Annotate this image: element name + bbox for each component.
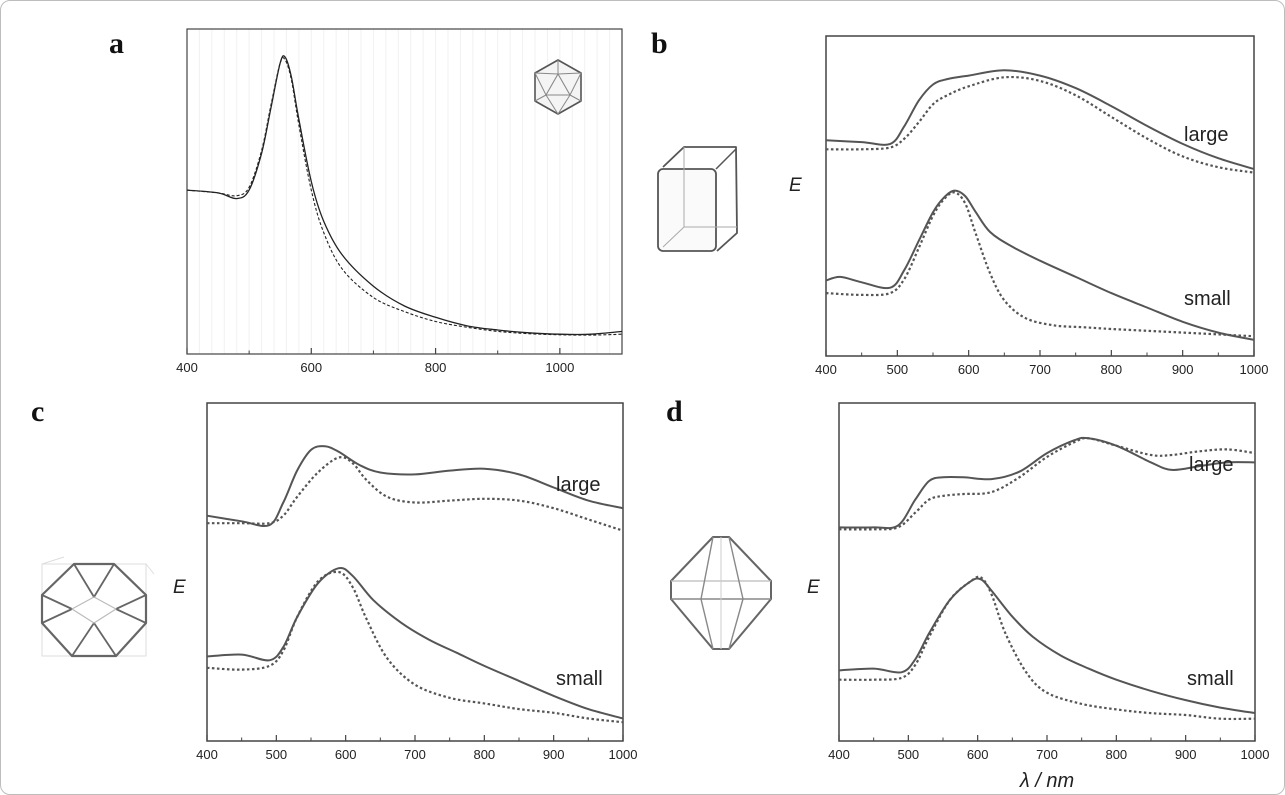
panel-b-xtick-label: 1000 xyxy=(1240,362,1269,377)
panel-letter-a: a xyxy=(109,27,124,60)
panel-c-xtick-label: 800 xyxy=(473,747,495,762)
panel-d-series-large-dashed xyxy=(838,437,1256,531)
panel-a-xtick-label: 800 xyxy=(425,360,447,375)
panel-b-xtick-label: 700 xyxy=(1029,362,1051,377)
panel-a-xtick-label: 400 xyxy=(176,360,198,375)
panel-c-series-small-dashed xyxy=(206,570,624,724)
panel-letter-b: b xyxy=(651,27,668,60)
panel-letter-d: d xyxy=(666,395,683,428)
panel-c-xtick-label: 600 xyxy=(335,747,357,762)
panel-d-series-small-dashed xyxy=(838,575,1256,721)
panel-d-series-small-solid xyxy=(838,577,1256,715)
panel-d-series-large-solid xyxy=(838,436,1256,530)
panel-c-xtick-label: 1000 xyxy=(609,747,638,762)
panel-d-xtick-label: 1000 xyxy=(1241,747,1270,762)
panel-d-label-large: large xyxy=(1189,454,1233,476)
panel-c-series-large-solid xyxy=(206,445,624,528)
panel-d-xtick-label: 800 xyxy=(1105,747,1127,762)
panel-a-xtick-label: 1000 xyxy=(545,360,574,375)
panel-a-gridlines xyxy=(198,29,611,354)
panel-c-series-large-dashed xyxy=(207,456,624,532)
panel-b-series-small-dashed xyxy=(825,191,1255,338)
panel-b-series-large-dashed xyxy=(825,75,1255,174)
icosahedron-icon xyxy=(534,59,582,115)
panel-d-xtick-label: 400 xyxy=(828,747,850,762)
panel-letter-c: c xyxy=(31,395,44,428)
panel-c-xtick-label: 400 xyxy=(196,747,218,762)
panel-c-plot: 400 500 600 700 800 900 1000 xyxy=(196,445,638,762)
panel-c-ylabel: E xyxy=(173,577,186,598)
panel-c-xtick-label: 900 xyxy=(543,747,565,762)
panel-d-xtick-label: 500 xyxy=(897,747,919,762)
panel-c-label-small: small xyxy=(556,668,603,690)
panel-b-series-small-solid xyxy=(825,189,1255,341)
panel-a-frame xyxy=(186,28,623,355)
rounded-cube-icon xyxy=(657,146,738,252)
panel-c-label-large: large xyxy=(556,474,600,496)
panel-b-xtick-label: 500 xyxy=(886,362,908,377)
panel-d-xtick-label: 900 xyxy=(1175,747,1197,762)
panel-a-plot: 400 600 800 1000 xyxy=(176,55,623,375)
panel-b-plot: 400 500 600 700 800 900 1000 xyxy=(815,69,1269,377)
panel-b-label-small: small xyxy=(1184,288,1231,310)
cuboctahedron-icon xyxy=(40,556,155,658)
panel-a-series-dashed xyxy=(186,57,623,336)
panel-b-xtick-label: 600 xyxy=(958,362,980,377)
panel-b-label-large: large xyxy=(1184,124,1228,146)
panel-c-xtick-label: 500 xyxy=(265,747,287,762)
panel-d-xlabel: λ / nm xyxy=(1019,770,1074,792)
panel-c-frame xyxy=(206,402,624,742)
panel-a-series-solid xyxy=(186,55,623,336)
panel-d-xtick-label: 600 xyxy=(967,747,989,762)
panel-d-ylabel: E xyxy=(807,577,820,598)
panel-b-xtick-label: 400 xyxy=(815,362,837,377)
panel-c-xtick-label: 700 xyxy=(404,747,426,762)
octahedron-icon xyxy=(670,536,772,650)
panel-d-xtick-label: 700 xyxy=(1036,747,1058,762)
panel-b-ylabel: E xyxy=(789,175,802,196)
panel-b-xtick-label: 800 xyxy=(1100,362,1122,377)
panel-a-xtick-label: 600 xyxy=(300,360,322,375)
panel-b-series-large-solid xyxy=(825,69,1255,170)
panel-d-plot: 400 500 600 700 800 900 1000 xyxy=(828,436,1270,762)
panel-d-label-small: small xyxy=(1187,668,1234,690)
panel-b-xtick-label: 900 xyxy=(1172,362,1194,377)
panel-c-series-small-solid xyxy=(206,566,624,720)
